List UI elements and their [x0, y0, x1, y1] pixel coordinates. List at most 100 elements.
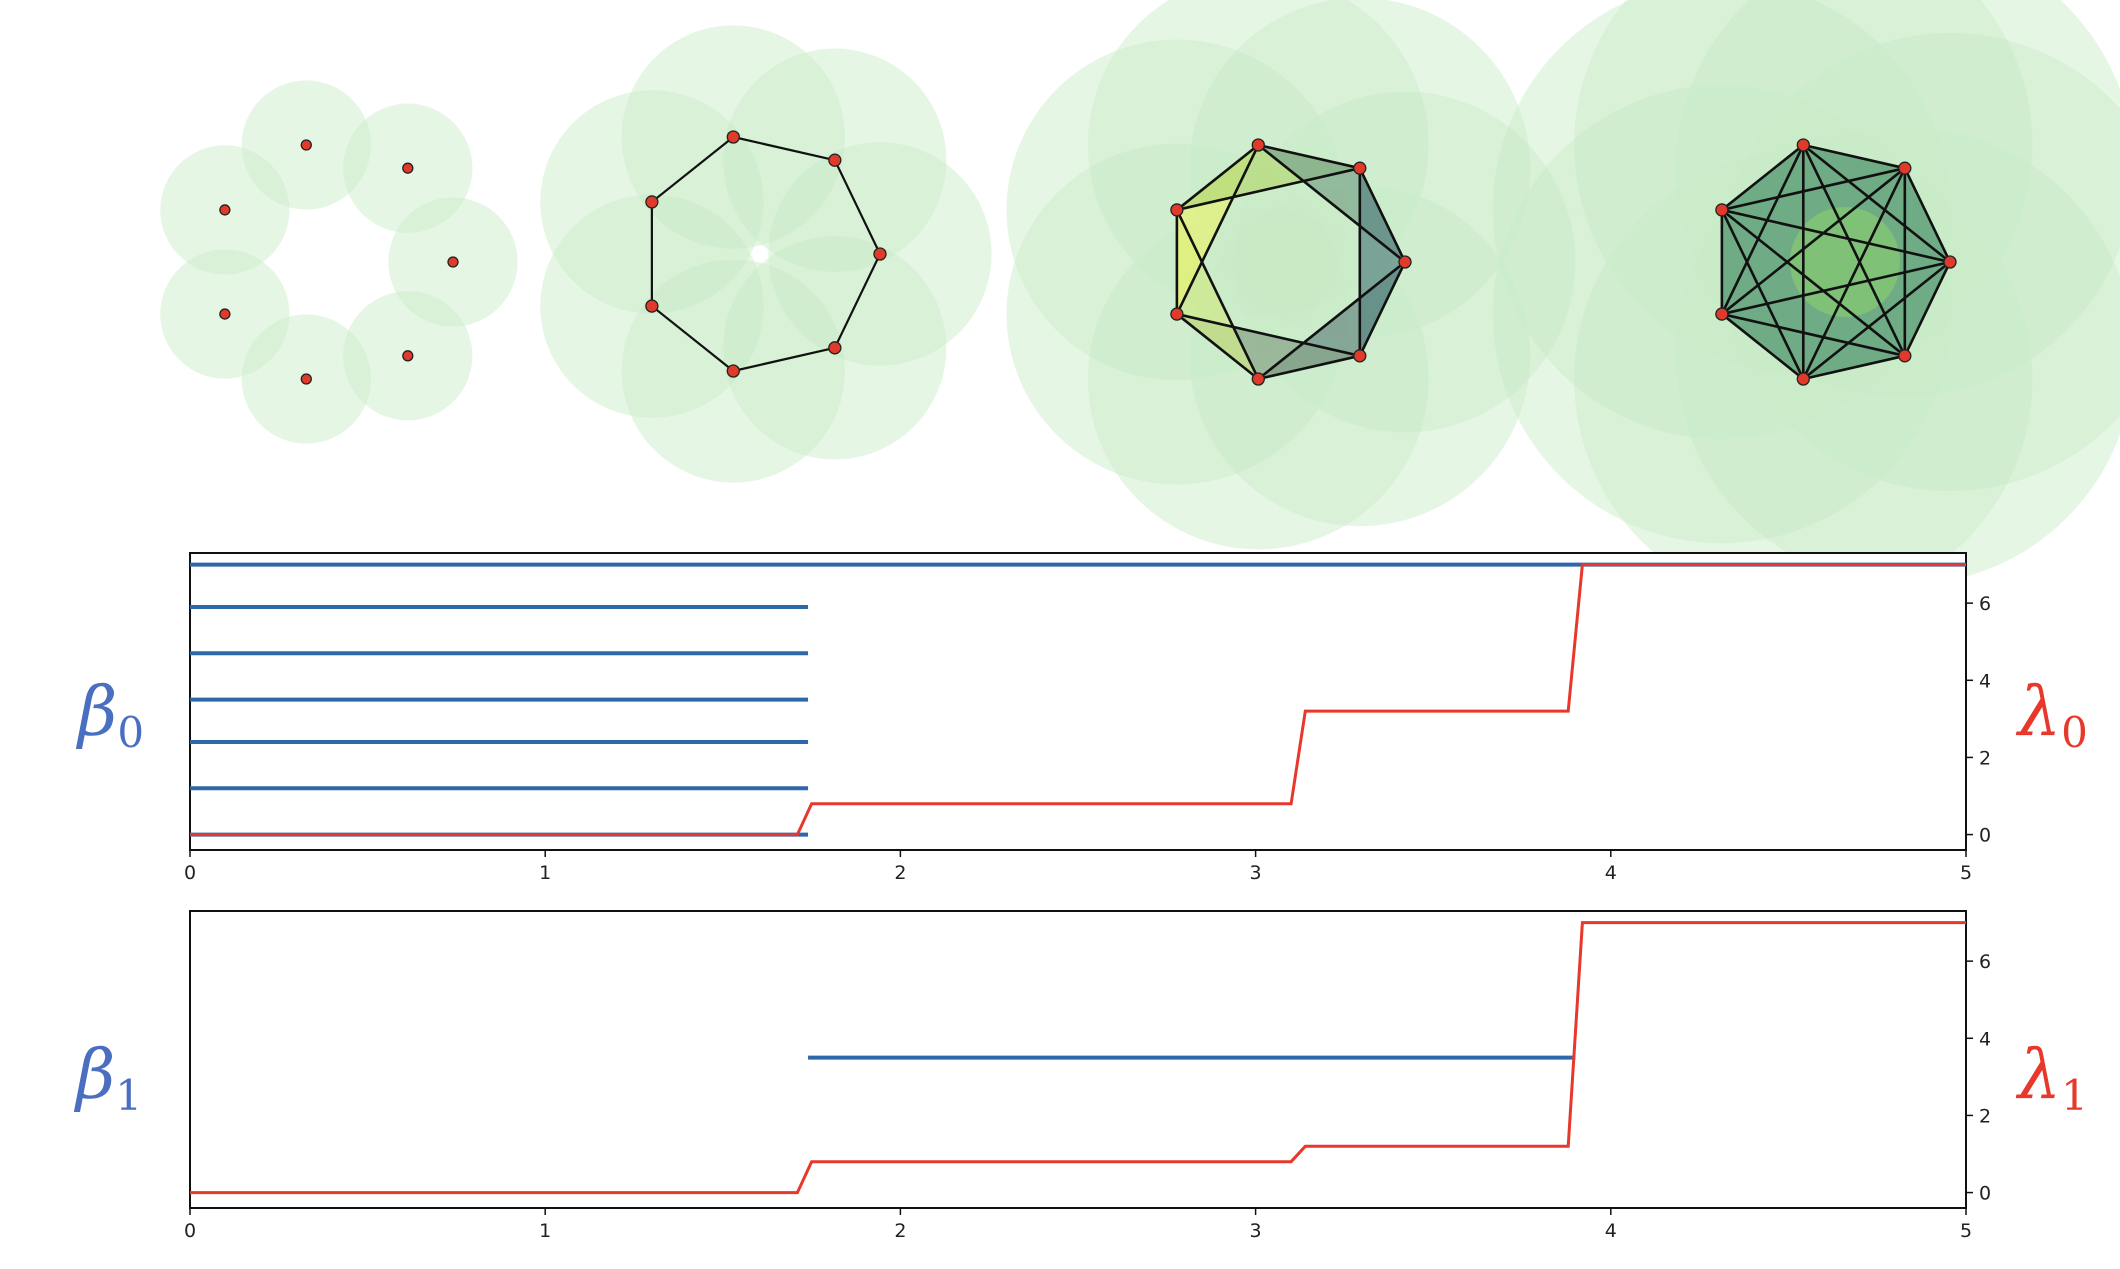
- edge: [1257, 260, 1406, 381]
- beta0-symbol: β: [75, 673, 117, 752]
- filtration-stage-1: [160, 80, 518, 444]
- edge: [1720, 209, 1805, 380]
- vertex: [1715, 203, 1729, 217]
- vertex: [645, 299, 659, 313]
- vertex: [219, 308, 231, 320]
- edge: [1175, 144, 1260, 315]
- beta1-symbol: β: [73, 1036, 115, 1115]
- edge: [1721, 208, 1951, 264]
- x-tick-label: 5: [1960, 862, 1972, 884]
- lambda1-subscript: 1: [2061, 1071, 2088, 1120]
- highlight: [1790, 207, 1900, 317]
- x-tick-label: 2: [894, 862, 906, 884]
- y-tick-label: 2: [1979, 1105, 1991, 1127]
- lambda0-symbol: λ: [2015, 673, 2061, 752]
- x-tick-label: 3: [1250, 862, 1262, 884]
- x-tick-label: 1: [539, 1220, 551, 1242]
- vertex: [1715, 307, 1729, 321]
- y-tick-label: 4: [1979, 670, 1991, 692]
- vertex: [219, 204, 231, 216]
- triangle: [1359, 168, 1405, 356]
- vertex: [1796, 138, 1810, 152]
- beta0-subscript: 0: [117, 708, 144, 757]
- edge: [1803, 354, 1906, 381]
- lambda1-symbol: λ: [2015, 1036, 2061, 1115]
- lambda0-subscript: 0: [2061, 708, 2088, 757]
- edge: [1721, 208, 1906, 357]
- edge: [1175, 209, 1260, 380]
- edge: [1721, 313, 1805, 381]
- vertex: [1251, 138, 1265, 152]
- eigenvalue-curve: [190, 563, 1966, 837]
- vertex: [1170, 307, 1184, 321]
- y-tick-label: 6: [1979, 951, 1991, 973]
- edge: [833, 253, 881, 349]
- filtration-stage-2: [540, 25, 992, 483]
- vertex: [1353, 349, 1367, 363]
- edge: [1802, 167, 1906, 380]
- vertex: [1170, 203, 1184, 217]
- edge: [1903, 167, 1952, 263]
- edge: [1257, 143, 1406, 264]
- y-tick-label: 6: [1979, 593, 1991, 615]
- edge: [1176, 312, 1361, 358]
- beta1-subscript: 1: [115, 1071, 142, 1120]
- x-tick-label: 2: [894, 1220, 906, 1242]
- vertex: [726, 364, 740, 378]
- edge: [1358, 167, 1407, 263]
- vertex: [300, 373, 312, 385]
- edge: [733, 346, 836, 373]
- y-tick-label: 4: [1979, 1028, 1991, 1050]
- edge: [1176, 143, 1260, 211]
- edge: [1258, 143, 1361, 170]
- y-tick-label: 2: [1979, 747, 1991, 769]
- vertex: [1398, 255, 1412, 269]
- vertex: [828, 341, 842, 355]
- y-tick-label: 0: [1979, 825, 1991, 847]
- x-tick-label: 3: [1250, 1220, 1262, 1242]
- y-tick-label: 0: [1979, 1183, 1991, 1205]
- x-tick-label: 0: [184, 1220, 196, 1242]
- edge: [651, 305, 734, 372]
- x-tick-label: 4: [1605, 862, 1617, 884]
- edge: [1176, 166, 1361, 212]
- beta1-label: β1: [73, 1036, 142, 1120]
- vertex: [447, 256, 459, 268]
- vertex: [873, 247, 887, 261]
- vertex: [1251, 372, 1265, 386]
- edge: [1802, 144, 1906, 357]
- vertex: [300, 139, 312, 151]
- vertex: [726, 130, 740, 144]
- x-tick-label: 5: [1960, 1220, 1972, 1242]
- edge: [651, 136, 734, 203]
- x-tick-label: 1: [539, 862, 551, 884]
- edge: [1720, 144, 1805, 315]
- edge: [733, 135, 836, 162]
- edge: [1802, 143, 1951, 264]
- vertex: [1796, 372, 1810, 386]
- eigenvalue-curve: [190, 921, 1966, 1195]
- beta0-label: β0: [75, 673, 144, 757]
- lambda0-label: λ0: [2015, 673, 2088, 757]
- vertex: [1943, 255, 1957, 269]
- vertex: [645, 195, 659, 209]
- vertex: [828, 153, 842, 167]
- filtration-row: [160, 0, 2120, 609]
- edge: [1802, 260, 1951, 381]
- edge: [1721, 166, 1906, 212]
- x-tick-label: 4: [1605, 1220, 1617, 1242]
- edge: [1258, 354, 1361, 381]
- edge: [1721, 312, 1906, 358]
- edge: [1903, 261, 1952, 357]
- vertex: [1353, 161, 1367, 175]
- edge: [1721, 260, 1951, 316]
- edge: [1721, 167, 1906, 316]
- filtration-stage-4: [1492, 0, 2120, 609]
- edge: [1176, 313, 1260, 381]
- edge: [1803, 143, 1906, 170]
- filtration-stage-3: [1006, 0, 1576, 550]
- edge: [1721, 143, 1805, 211]
